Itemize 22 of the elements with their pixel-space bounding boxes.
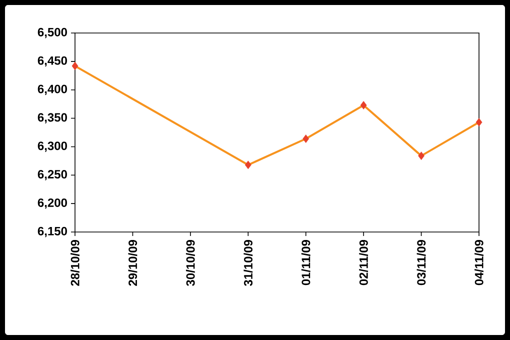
y-tick-label: 6,150 [38,226,67,238]
point [360,101,367,110]
point [302,134,310,143]
x-tick-label: 31/10/09 [244,240,253,286]
y-tick-label: 6,250 [38,170,67,180]
point [476,118,482,126]
y-tick-label: 6,400 [38,84,67,95]
x-tick-label: 04/11/09 [474,240,484,286]
x-tick-label: 01/11/09 [301,240,310,286]
y-tick-label: 6,500 [38,28,67,38]
y-tick-label: 6,350 [38,113,67,124]
point [72,62,78,70]
y-tick-label: 6,200 [38,198,67,209]
x-tick-label: 30/10/09 [186,240,195,286]
x-tick-label: 28/10/09 [70,240,80,286]
y-tick-label: 6,300 [38,142,67,152]
y-tick-label: 6,450 [38,56,67,67]
x-tick-label: 02/11/09 [359,240,368,286]
point [244,160,252,170]
x-tick-label: 03/11/09 [416,240,426,286]
point [418,152,424,160]
x-tick-label: 29/10/09 [128,240,138,286]
